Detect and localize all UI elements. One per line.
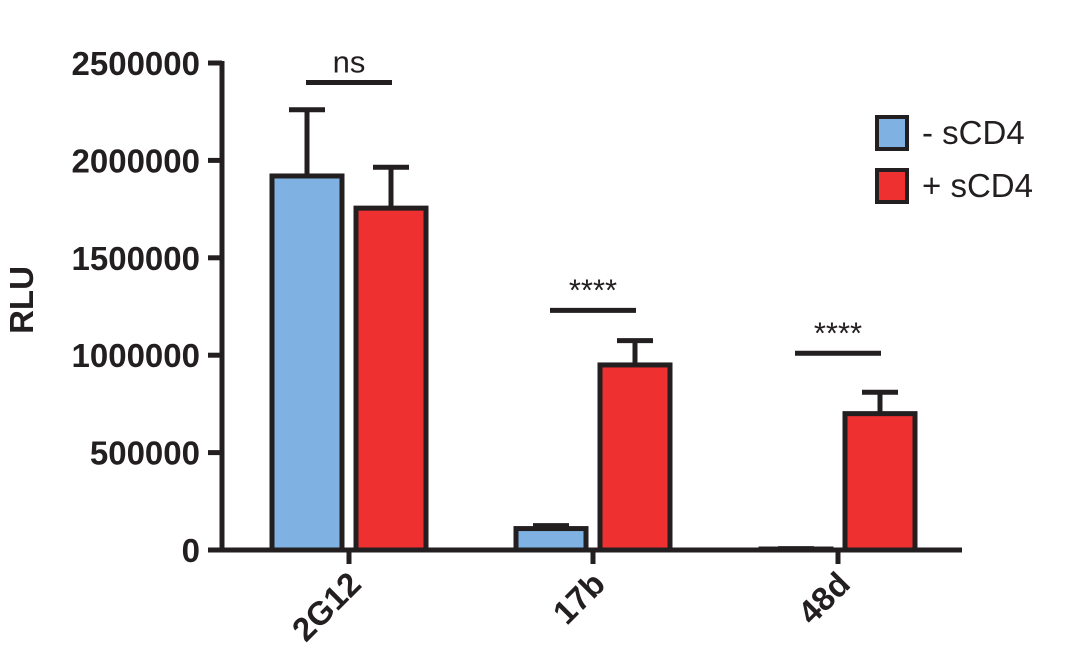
significance-label-2G12: ns: [333, 44, 366, 79]
x-tick-label: 48d: [791, 565, 857, 631]
y-tick-label: 2500000: [72, 45, 200, 82]
bar-48d-plus-scd4: [842, 411, 918, 553]
y-tick-label: 2000000: [72, 142, 200, 179]
y-axis-label: RLU: [3, 266, 40, 334]
legend-swatch-minus-scd4: [875, 115, 909, 151]
x-tick-label: 2G12: [285, 565, 368, 648]
y-tick-label: 0: [182, 532, 200, 569]
significance-layer: ns **** ****: [306, 44, 881, 356]
bar-2G12-minus-scd4: [269, 173, 345, 553]
bar-17b-plus-scd4: [597, 362, 673, 553]
y-tick-label: 1500000: [72, 240, 200, 277]
bars-layer: [269, 173, 918, 553]
significance-label-17b: ****: [569, 272, 617, 307]
legend-label-minus-scd4: - sCD4: [922, 114, 1025, 151]
legend: - sCD4 + sCD4: [875, 114, 1033, 204]
bar-2G12-plus-scd4: [353, 205, 429, 553]
y-tick-label: 1000000: [72, 337, 200, 374]
legend-swatch-plus-scd4: [875, 168, 909, 204]
x-tick-label: 17b: [546, 565, 612, 631]
significance-label-48d: ****: [814, 315, 862, 350]
y-tick-label: 500000: [90, 435, 200, 472]
bar-17b-minus-scd4: [513, 526, 589, 553]
legend-label-plus-scd4: + sCD4: [922, 167, 1033, 204]
error-bars-layer: [289, 107, 898, 552]
